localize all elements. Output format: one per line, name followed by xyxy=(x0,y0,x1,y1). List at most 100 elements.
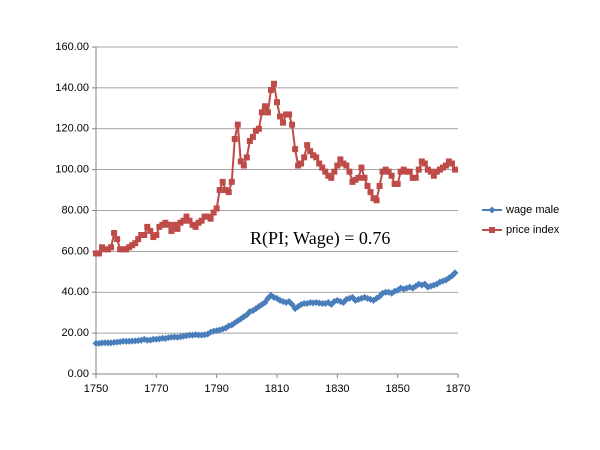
marker xyxy=(249,133,256,140)
marker xyxy=(243,154,250,161)
marker xyxy=(231,135,238,142)
marker xyxy=(129,242,136,249)
marker xyxy=(298,160,305,167)
marker xyxy=(289,121,296,128)
marker xyxy=(274,99,280,106)
marker xyxy=(192,223,199,230)
marker xyxy=(442,162,449,169)
marker xyxy=(198,217,205,224)
marker xyxy=(316,160,323,167)
marker xyxy=(488,206,496,214)
y-tick-label: 160.00 xyxy=(55,41,89,53)
marker xyxy=(159,221,166,228)
marker xyxy=(117,246,124,253)
marker xyxy=(258,109,265,116)
y-tick-label: 0.00 xyxy=(68,368,89,380)
marker xyxy=(132,240,139,247)
marker xyxy=(322,168,329,175)
marker xyxy=(144,223,151,230)
marker xyxy=(186,217,193,224)
marker xyxy=(313,154,320,161)
marker xyxy=(427,168,434,175)
marker xyxy=(228,178,235,185)
y-tick-label: 80.00 xyxy=(61,204,89,216)
marker xyxy=(216,187,223,194)
marker xyxy=(120,246,127,253)
marker xyxy=(334,162,341,169)
marker xyxy=(310,152,317,159)
x-tick-label: 1770 xyxy=(144,383,168,395)
marker xyxy=(180,217,187,224)
marker xyxy=(364,182,371,189)
marker xyxy=(246,138,253,145)
y-tick-label: 20.00 xyxy=(61,327,89,339)
x-tick-label: 1830 xyxy=(325,383,349,395)
marker xyxy=(156,223,163,230)
marker xyxy=(222,187,229,194)
marker xyxy=(409,174,416,181)
marker xyxy=(451,166,458,173)
marker xyxy=(123,246,130,253)
marker xyxy=(135,236,142,243)
marker xyxy=(376,182,383,189)
marker xyxy=(225,189,232,196)
marker xyxy=(370,195,377,202)
marker xyxy=(126,244,133,251)
marker xyxy=(261,103,268,110)
marker xyxy=(153,232,160,239)
marker xyxy=(261,298,269,306)
marker xyxy=(391,180,398,187)
marker xyxy=(421,160,428,167)
marker xyxy=(264,109,271,116)
marker xyxy=(147,227,154,234)
marker xyxy=(286,111,293,118)
marker xyxy=(162,219,169,226)
annotation: R(PI; Wage) = 0.76 xyxy=(250,228,390,249)
marker xyxy=(388,172,395,179)
marker xyxy=(165,221,172,228)
marker xyxy=(168,227,175,234)
marker xyxy=(331,168,338,175)
marker xyxy=(412,174,419,181)
marker xyxy=(304,142,311,149)
y-tick-label: 100.00 xyxy=(55,164,89,176)
marker xyxy=(295,162,302,169)
marker xyxy=(373,197,380,204)
marker xyxy=(288,301,296,309)
marker xyxy=(201,213,208,220)
marker xyxy=(252,127,259,134)
marker xyxy=(451,269,459,277)
marker xyxy=(267,86,274,93)
marker xyxy=(105,246,112,253)
marker xyxy=(394,180,401,187)
marker xyxy=(210,209,217,216)
marker xyxy=(400,166,407,173)
marker xyxy=(343,162,350,169)
marker xyxy=(319,164,326,171)
marker xyxy=(301,154,308,161)
marker xyxy=(234,121,241,128)
marker xyxy=(171,221,178,228)
marker xyxy=(219,178,226,185)
marker xyxy=(379,168,386,175)
marker xyxy=(174,225,181,232)
marker xyxy=(307,148,314,155)
marker xyxy=(141,232,148,239)
marker xyxy=(99,244,106,251)
marker xyxy=(355,174,362,181)
marker xyxy=(436,166,443,173)
marker xyxy=(328,174,335,181)
marker xyxy=(415,166,422,173)
marker xyxy=(195,219,202,226)
marker xyxy=(337,156,344,163)
marker xyxy=(292,146,299,153)
marker xyxy=(237,158,244,165)
marker xyxy=(96,250,103,257)
legend-label: wage male xyxy=(505,204,559,216)
y-tick-label: 140.00 xyxy=(55,82,89,94)
marker xyxy=(189,221,196,228)
marker xyxy=(445,158,452,165)
marker xyxy=(439,164,446,171)
marker xyxy=(240,162,247,169)
marker xyxy=(382,166,389,173)
